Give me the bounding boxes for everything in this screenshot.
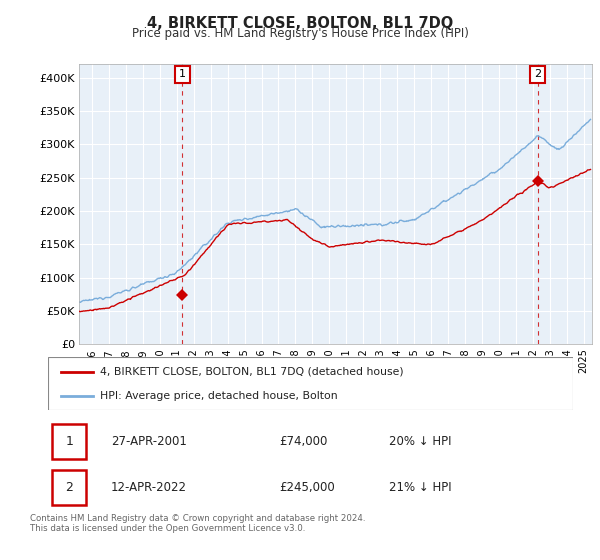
FancyBboxPatch shape [52,470,86,505]
Text: 1: 1 [65,435,73,448]
Text: Price paid vs. HM Land Registry's House Price Index (HPI): Price paid vs. HM Land Registry's House … [131,27,469,40]
Text: 20% ↓ HPI: 20% ↓ HPI [389,435,452,448]
Text: 1: 1 [179,69,185,80]
Text: 21% ↓ HPI: 21% ↓ HPI [389,481,452,494]
Text: 27-APR-2001: 27-APR-2001 [111,435,187,448]
Text: 4, BIRKETT CLOSE, BOLTON, BL1 7DQ (detached house): 4, BIRKETT CLOSE, BOLTON, BL1 7DQ (detac… [101,367,404,377]
Text: £74,000: £74,000 [279,435,328,448]
FancyBboxPatch shape [48,357,573,410]
Text: £245,000: £245,000 [279,481,335,494]
Text: HPI: Average price, detached house, Bolton: HPI: Average price, detached house, Bolt… [101,391,338,401]
Text: Contains HM Land Registry data © Crown copyright and database right 2024.
This d: Contains HM Land Registry data © Crown c… [30,514,365,534]
Text: 2: 2 [534,69,541,80]
Text: 4, BIRKETT CLOSE, BOLTON, BL1 7DQ: 4, BIRKETT CLOSE, BOLTON, BL1 7DQ [147,16,453,31]
Text: 2: 2 [65,481,73,494]
Text: 12-APR-2022: 12-APR-2022 [111,481,187,494]
FancyBboxPatch shape [52,424,86,459]
